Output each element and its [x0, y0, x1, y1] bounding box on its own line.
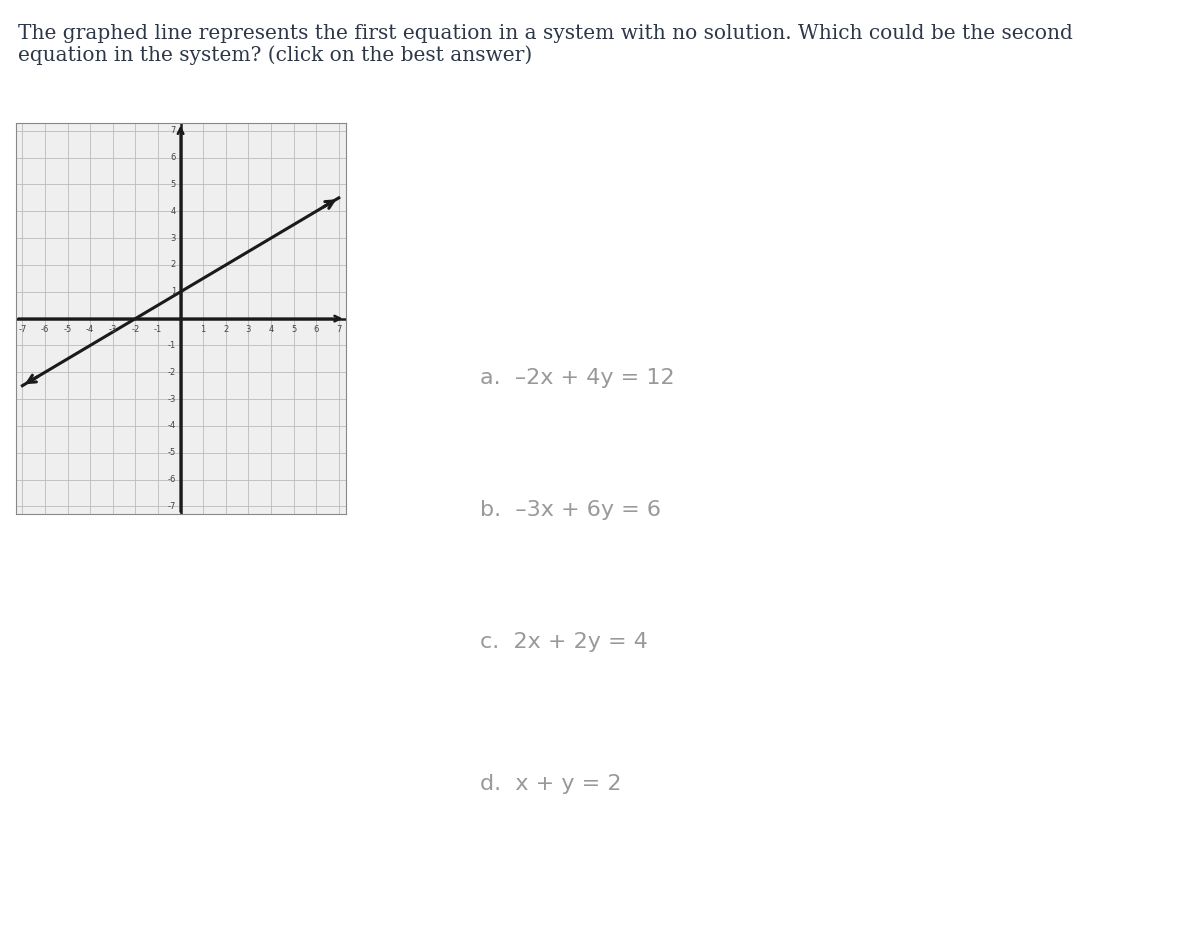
Text: 6: 6 [313, 326, 319, 334]
Text: -5: -5 [64, 326, 72, 334]
Text: 1: 1 [200, 326, 206, 334]
Text: 4: 4 [170, 207, 176, 216]
Text: 5: 5 [290, 326, 296, 334]
Text: b.  –3x + 6y = 6: b. –3x + 6y = 6 [480, 499, 661, 520]
Text: 3: 3 [170, 233, 176, 243]
Text: -2: -2 [168, 368, 176, 377]
Text: -6: -6 [41, 326, 49, 334]
Text: -7: -7 [18, 326, 26, 334]
Text: 7: 7 [170, 126, 176, 135]
Text: 2: 2 [223, 326, 228, 334]
Text: -7: -7 [168, 502, 176, 511]
Text: -4: -4 [86, 326, 95, 334]
Text: 1: 1 [170, 287, 176, 296]
Text: d.  x + y = 2: d. x + y = 2 [480, 773, 622, 794]
Text: 5: 5 [170, 180, 176, 189]
Text: -3: -3 [109, 326, 116, 334]
Text: -2: -2 [131, 326, 139, 334]
Text: 3: 3 [246, 326, 251, 334]
Text: 4: 4 [269, 326, 274, 334]
Text: 6: 6 [170, 153, 176, 162]
Text: -1: -1 [154, 326, 162, 334]
Text: a.  –2x + 4y = 12: a. –2x + 4y = 12 [480, 367, 674, 388]
Text: -4: -4 [168, 421, 176, 430]
Text: The graphed line represents the first equation in a system with no solution. Whi: The graphed line represents the first eq… [18, 24, 1073, 65]
Text: -6: -6 [168, 475, 176, 484]
Text: -5: -5 [168, 448, 176, 457]
Text: -1: -1 [168, 341, 176, 350]
Text: c.  2x + 2y = 4: c. 2x + 2y = 4 [480, 632, 648, 652]
Text: -3: -3 [168, 395, 176, 404]
Text: 7: 7 [336, 326, 342, 334]
Text: 2: 2 [170, 261, 176, 269]
